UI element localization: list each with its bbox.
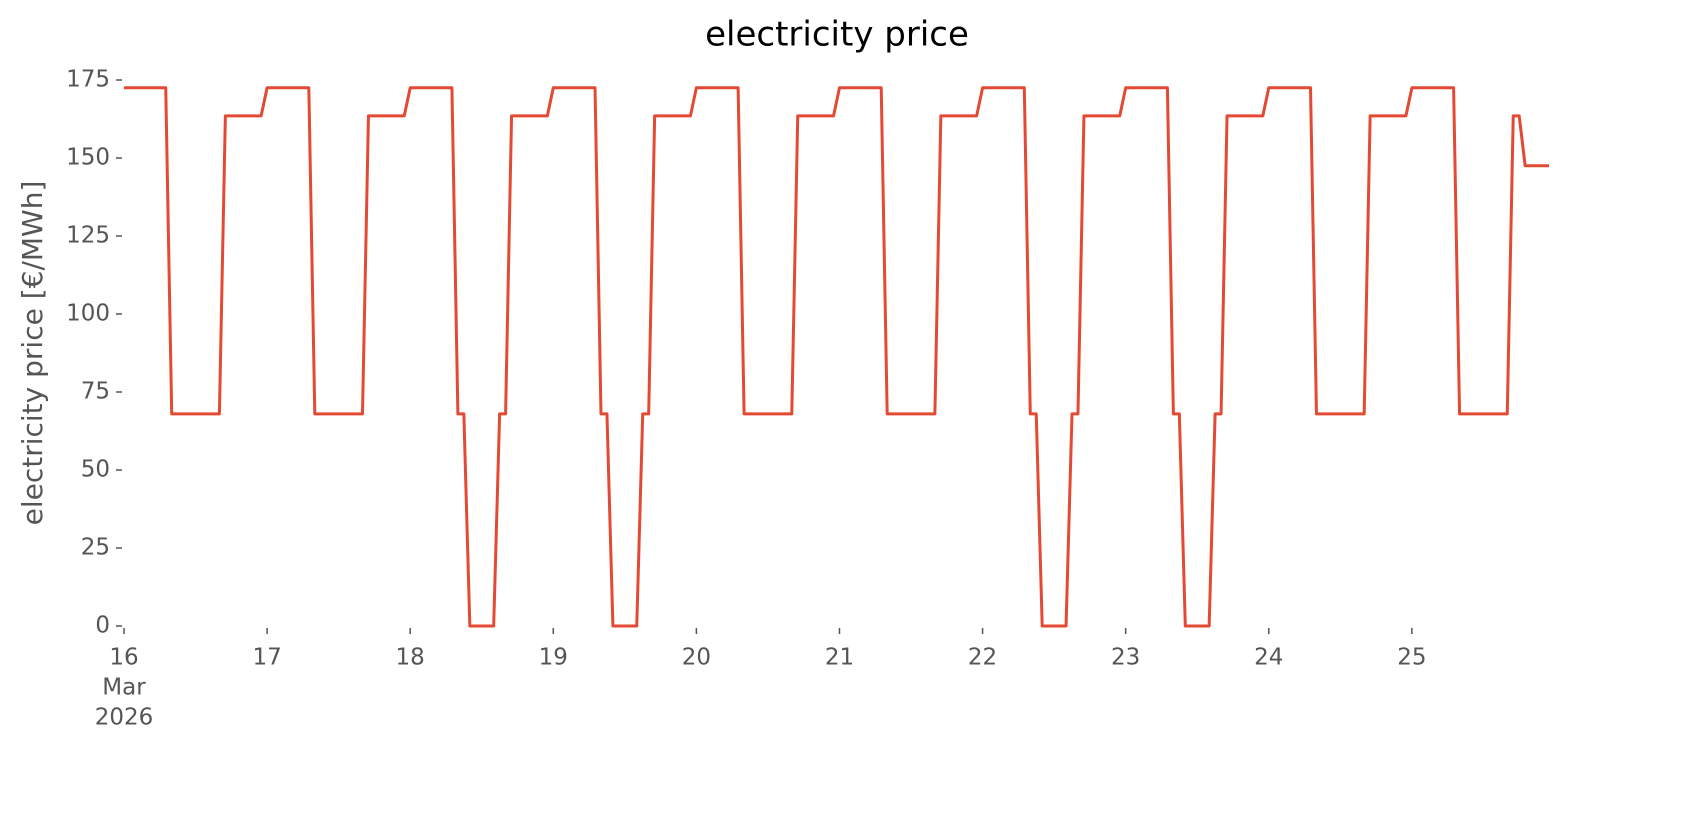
x-tick-label: 24 <box>1254 645 1283 671</box>
y-tick-label: 125 <box>66 223 110 249</box>
x-tick-label: 21 <box>825 645 854 671</box>
x-tick-label: Mar <box>102 675 146 701</box>
y-tick-label: 150 <box>66 145 110 171</box>
x-tick-label: 19 <box>539 645 568 671</box>
price-line <box>124 86 1549 628</box>
y-axis-label: electricity price [€/MWh] <box>16 181 49 526</box>
y-tick-label: 75 <box>81 379 110 405</box>
x-tick-label: 20 <box>682 645 711 671</box>
chart-title: electricity price <box>705 15 969 55</box>
y-tick-label: 100 <box>66 301 110 327</box>
y-tick-label: 175 <box>66 67 110 93</box>
x-tick-label: 23 <box>1111 645 1140 671</box>
x-tick-label: 22 <box>968 645 997 671</box>
y-tick-label: 0 <box>95 613 110 639</box>
x-tick-label: 18 <box>396 645 425 671</box>
y-tick-label: 50 <box>81 457 110 483</box>
x-tick-label: 16 <box>109 645 138 671</box>
y-tick-label: 25 <box>81 535 110 561</box>
x-tick-label: 17 <box>252 645 281 671</box>
x-tick-label: 2026 <box>95 705 154 731</box>
x-tick-label: 25 <box>1397 645 1426 671</box>
